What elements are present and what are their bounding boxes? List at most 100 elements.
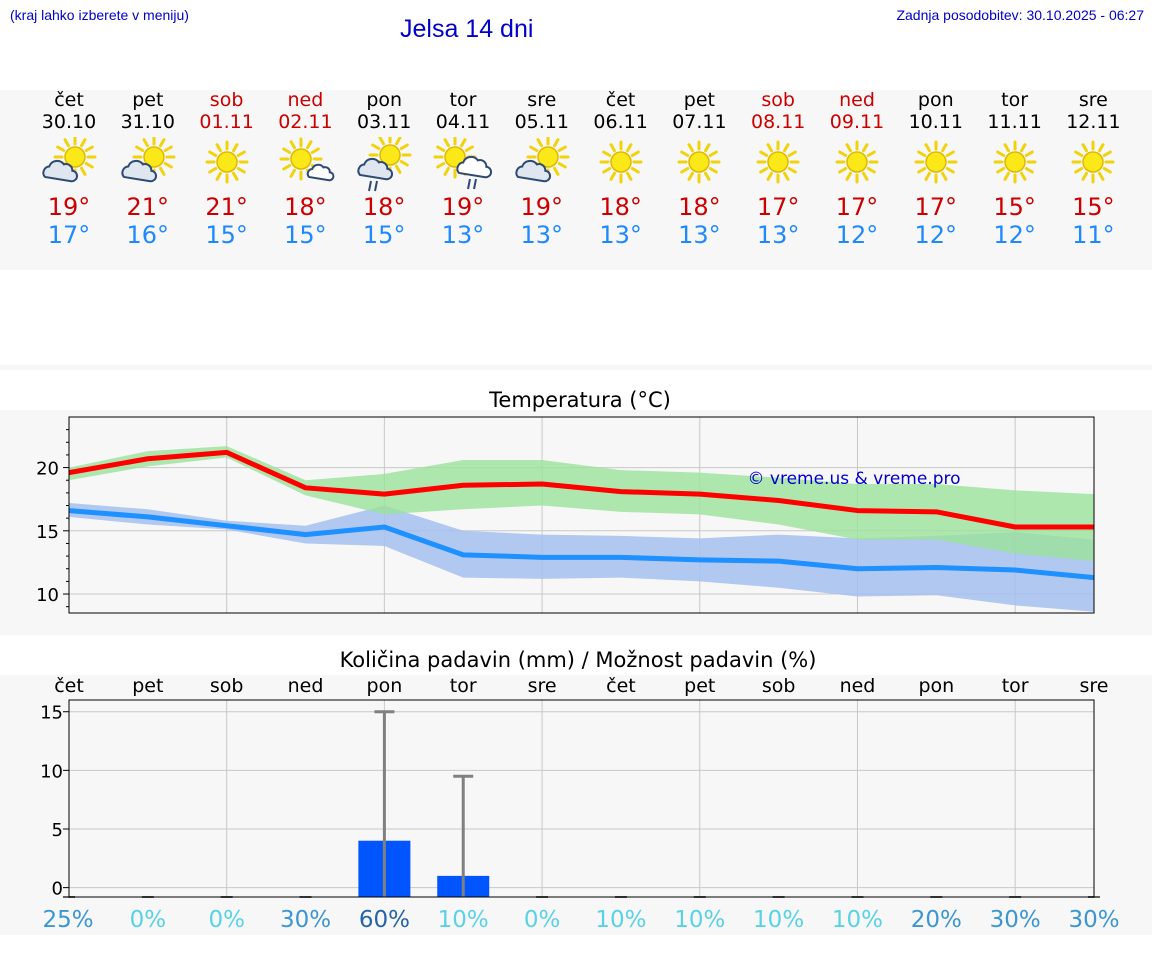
day-date: 03.11 [356, 111, 412, 133]
day-name: sob [209, 89, 244, 111]
watermark: © vreme.us & vreme.pro [747, 469, 960, 489]
divider [0, 365, 1152, 370]
max-temp: 19° [441, 193, 485, 221]
sunny-icon [677, 140, 721, 184]
weather-icon [1071, 140, 1115, 184]
day-name: tor [1001, 89, 1029, 111]
min-temp: 13° [599, 221, 642, 249]
day-column: ned 09.11 17° 12° [818, 89, 896, 249]
sunny-icon [599, 140, 643, 184]
min-temp: 12° [914, 221, 958, 249]
day-name: pet [132, 89, 164, 111]
precip-probability: 10% [595, 907, 646, 933]
precip-probability: 10% [832, 907, 883, 933]
forecast-strip [0, 90, 1152, 270]
day-name: čet [54, 89, 84, 111]
partly-cloudy-icon [42, 137, 97, 183]
y-tick-label: 15 [40, 703, 63, 724]
day-name: ned [839, 89, 875, 111]
min-temp: 17° [47, 221, 91, 249]
day-label: ned [840, 675, 876, 697]
sunny-icon [993, 140, 1037, 184]
page-title: Jelsa 14 dni [400, 15, 534, 43]
max-temp: 21° [205, 193, 248, 221]
min-temp: 13° [520, 221, 564, 249]
day-label: tor [450, 675, 477, 697]
precip-probability: 10% [438, 907, 489, 933]
plot-area [69, 700, 1094, 897]
day-column: sob 08.11 17° 13° [739, 89, 817, 249]
partly-cloudy-icon [121, 137, 176, 183]
day-column: sre 05.11 19° 13° [503, 89, 581, 249]
temperature-chart: Temperatura (°C) 10 15 20 © vreme.us & vreme… [36, 388, 1095, 614]
weather-icon [121, 137, 176, 183]
min-temp: 15° [205, 221, 248, 249]
precipitation-chart: Količina padavin (mm) / Možnost padavin … [40, 648, 1119, 933]
min-temp: 12° [835, 221, 879, 249]
day-date: 09.11 [829, 111, 885, 133]
max-line [68, 449, 1094, 530]
day-column: čet 06.11 18° 13° [582, 89, 660, 249]
precip-probability: 10% [753, 907, 804, 933]
sunny-icon [1071, 140, 1115, 184]
min-temp: 13° [678, 221, 721, 249]
plot-frame [68, 416, 1095, 614]
day-name: ned [287, 89, 324, 111]
day-date: 01.11 [199, 111, 254, 133]
day-label: pet [132, 675, 163, 697]
precip-probability: 30% [280, 907, 331, 933]
weather-icon [756, 140, 800, 184]
precip-probability: 60% [359, 907, 410, 933]
day-label: čet [54, 675, 84, 697]
day-column: sob 01.11 21° 15° [188, 89, 266, 249]
weather-icon [357, 137, 412, 192]
day-date: 11.11 [987, 111, 1042, 133]
plot-frame [68, 699, 1095, 898]
day-date: 31.10 [120, 111, 175, 133]
day-label: sre [1080, 675, 1109, 697]
day-label: čet [606, 675, 636, 697]
min-temp: 15° [284, 221, 327, 249]
y-tick-label: 10 [40, 761, 63, 782]
weather-icon [42, 137, 97, 183]
sun-rain-cloud-icon [433, 137, 493, 190]
sunny-icon [914, 140, 958, 184]
chart-title: Temperatura (°C) [488, 388, 671, 412]
day-column: pon 10.11 17° 12° [897, 89, 975, 249]
max-temp: 18° [284, 193, 327, 221]
precip-probability: 30% [1068, 907, 1119, 933]
weather-icon [599, 140, 643, 184]
max-temp: 18° [599, 193, 642, 221]
y-tick-label: 5 [52, 820, 63, 841]
day-label: sre [528, 675, 557, 697]
day-column: čet 30.10 19° 17° [30, 89, 108, 249]
max-temp: 19° [520, 193, 564, 221]
precip-probability: 0% [524, 907, 561, 933]
day-column: ned 02.11 18° 15° [266, 89, 344, 249]
day-label: ned [288, 675, 324, 697]
max-temp: 17° [914, 193, 958, 221]
partly-cloudy-icon [515, 137, 570, 183]
sunny-icon [835, 140, 879, 184]
day-name: pon [917, 89, 954, 111]
day-column: pet 31.10 21° 16° [109, 89, 187, 249]
day-name: sob [761, 89, 795, 111]
day-date: 30.10 [41, 111, 97, 133]
day-column: tor 11.11 15° 12° [976, 89, 1054, 249]
day-date: 06.11 [593, 111, 648, 133]
sunny-icon [756, 140, 800, 184]
day-date: 10.11 [908, 111, 963, 133]
day-name: sre [527, 89, 557, 111]
day-label: tor [1002, 675, 1029, 697]
sunny-icon [205, 140, 249, 184]
precip-probability: 0% [208, 907, 245, 933]
y-tick-label: 15 [36, 522, 59, 543]
max-band [69, 446, 1094, 562]
day-label: sob [762, 675, 796, 697]
day-column: tor 04.11 19° 13° [424, 89, 502, 249]
min-temp: 16° [126, 221, 170, 249]
max-temp: 15° [993, 193, 1036, 221]
day-name: sre [1078, 89, 1108, 111]
day-date: 04.11 [435, 111, 491, 133]
max-temp: 17° [756, 193, 800, 221]
